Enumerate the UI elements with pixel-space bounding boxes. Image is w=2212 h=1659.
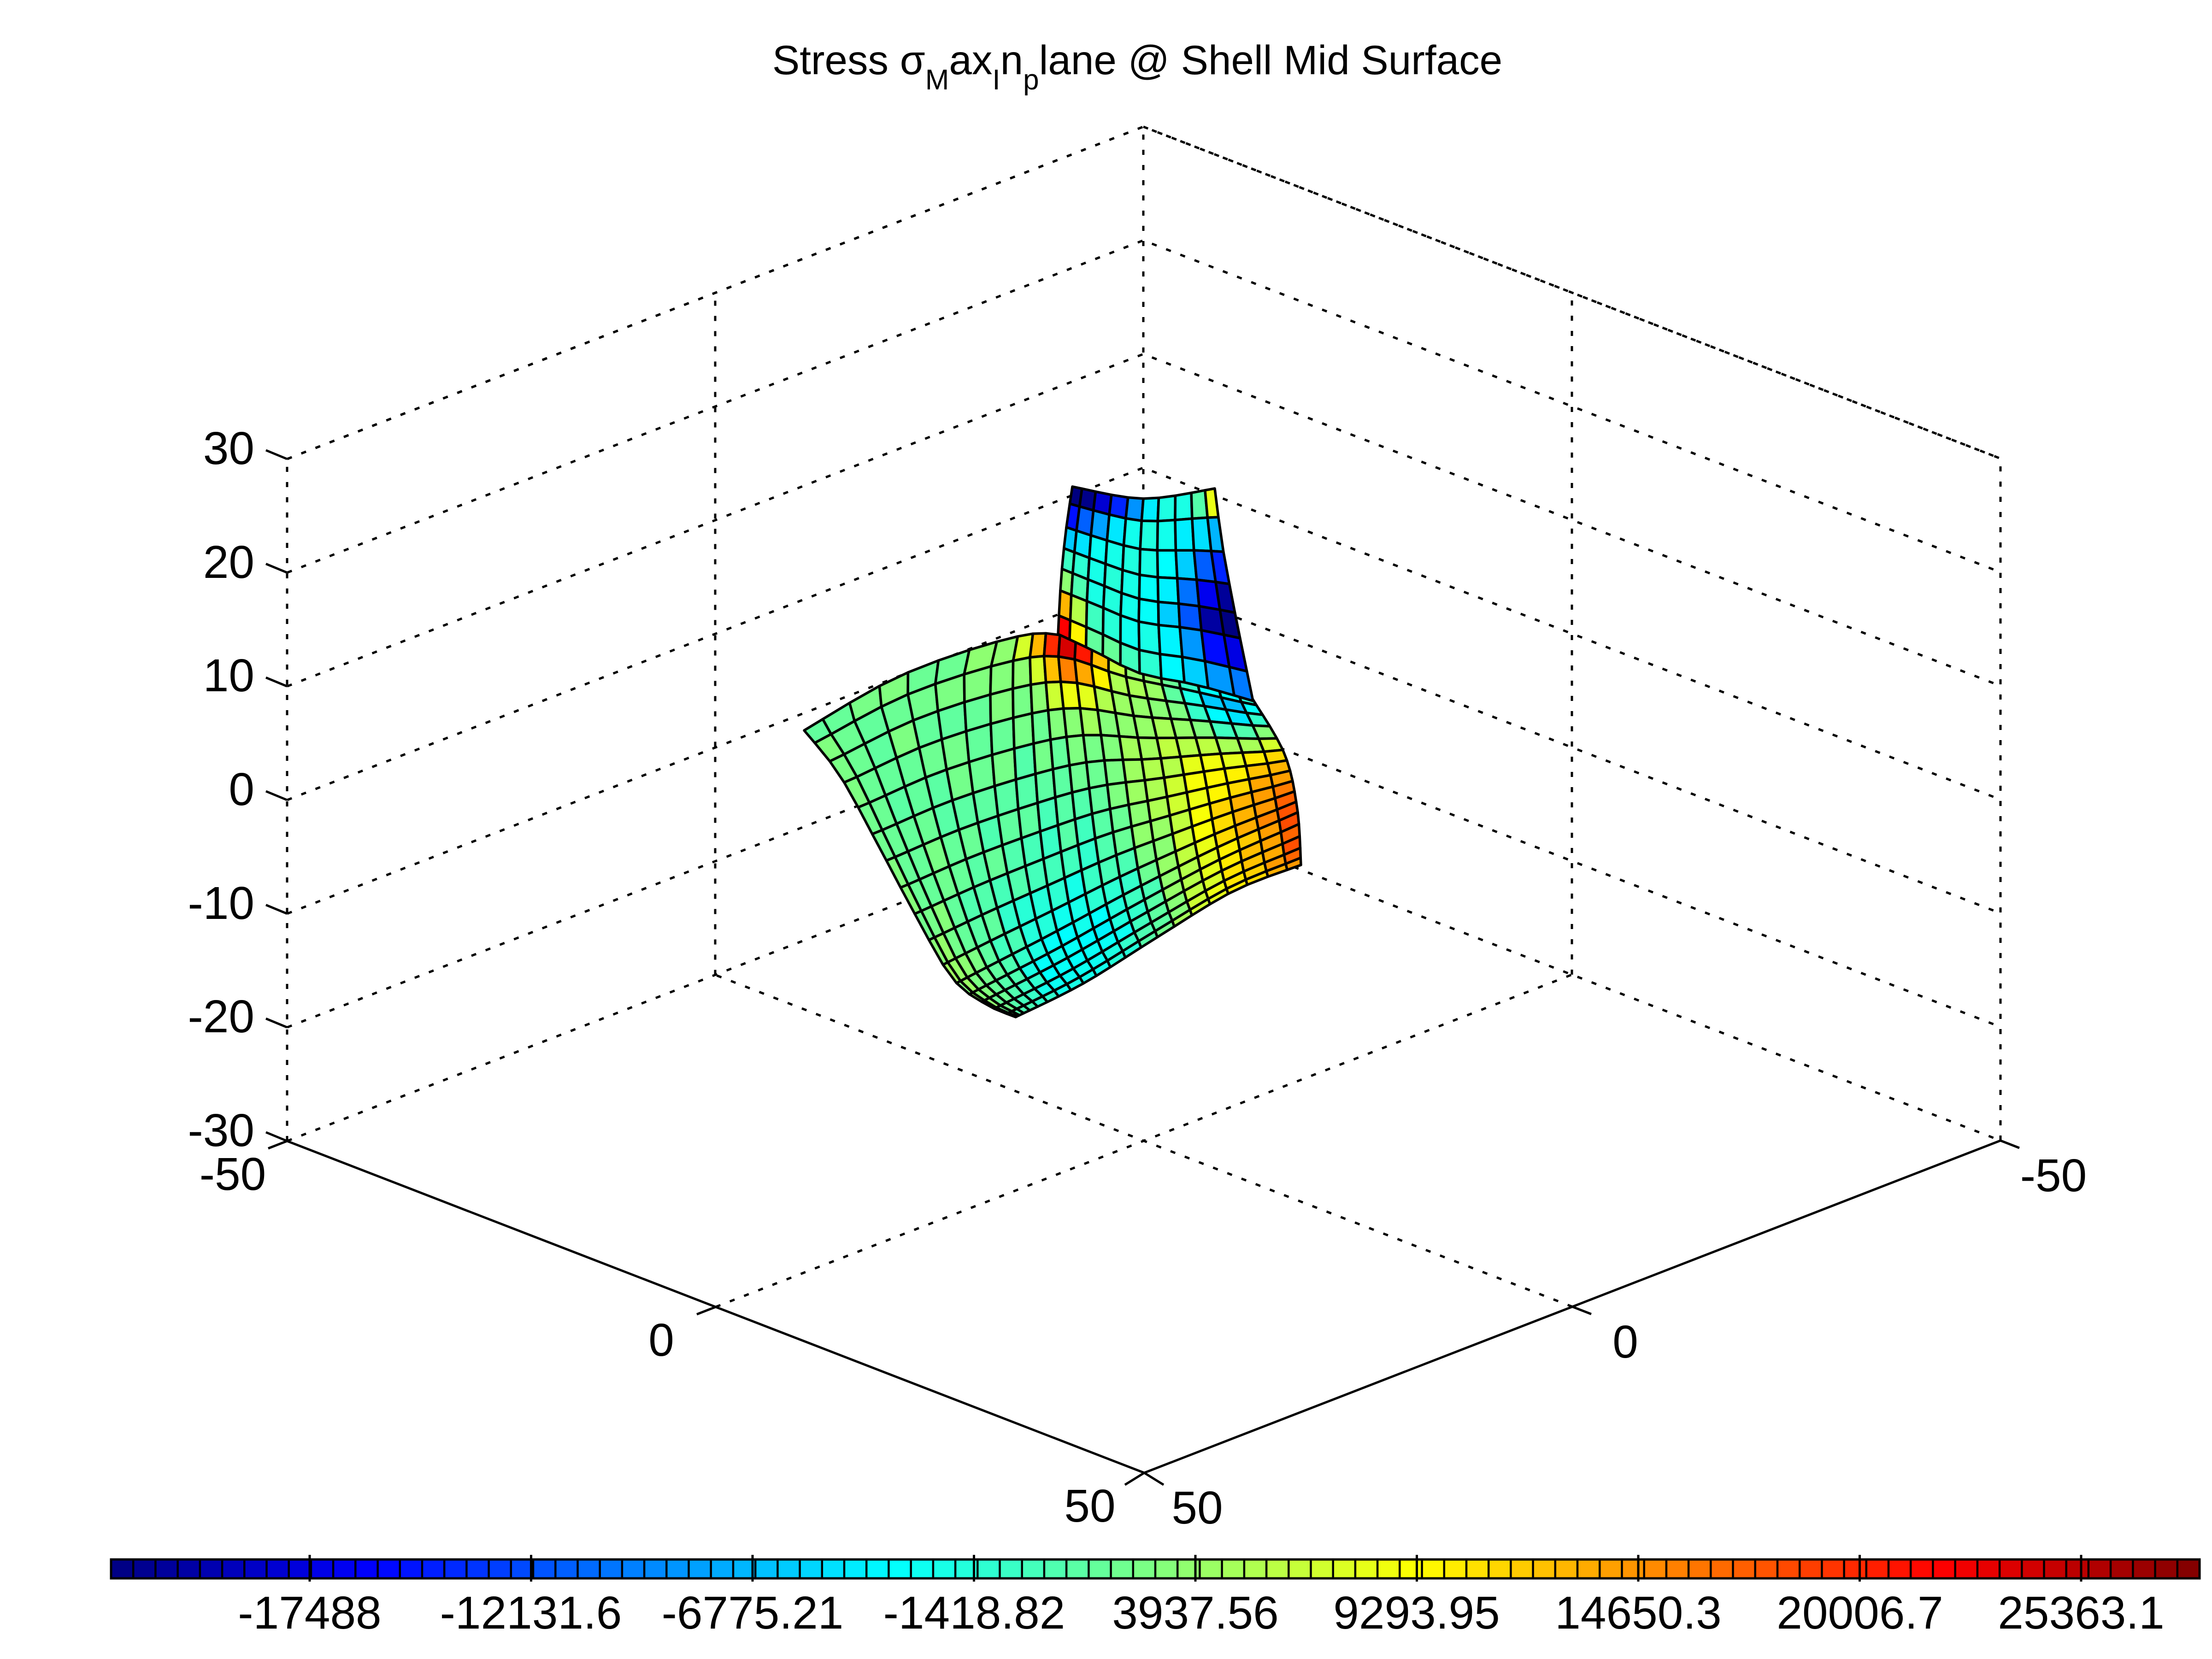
svg-text:-1418.82: -1418.82	[883, 1587, 1065, 1639]
svg-text:9293.95: 9293.95	[1333, 1587, 1500, 1639]
svg-text:50: 50	[1171, 1482, 1223, 1534]
svg-text:-50: -50	[200, 1148, 266, 1200]
svg-text:-20: -20	[188, 991, 254, 1042]
svg-text:20006.7: 20006.7	[1777, 1587, 1943, 1639]
svg-text:20: 20	[203, 536, 254, 588]
svg-text:-10: -10	[188, 877, 254, 929]
svg-text:-12131.6: -12131.6	[440, 1587, 622, 1639]
svg-text:30: 30	[203, 423, 254, 474]
svg-text:-50: -50	[2020, 1150, 2087, 1201]
svg-text:14650.3: 14650.3	[1555, 1587, 1721, 1639]
svg-text:10: 10	[203, 650, 254, 701]
svg-text:-17488: -17488	[238, 1587, 381, 1639]
svg-text:-6775.21: -6775.21	[662, 1587, 844, 1639]
svg-text:0: 0	[648, 1314, 674, 1366]
svg-text:25363.1: 25363.1	[1998, 1587, 2164, 1639]
svg-text:0: 0	[229, 764, 254, 815]
svg-text:-30: -30	[188, 1105, 254, 1156]
svg-text:50: 50	[1064, 1480, 1115, 1532]
svg-text:0: 0	[1612, 1316, 1638, 1368]
svg-text:3937.56: 3937.56	[1112, 1587, 1278, 1639]
